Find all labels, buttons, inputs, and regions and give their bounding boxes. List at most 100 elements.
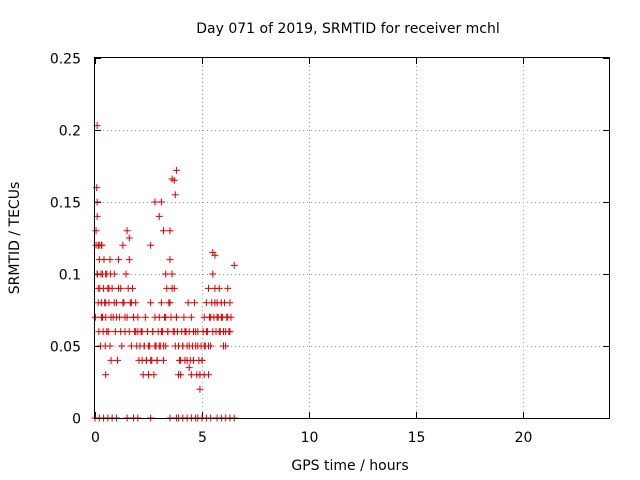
x-tick-label: 10 [301,430,319,446]
data-point [209,328,217,336]
data-point [149,328,157,336]
data-point [170,328,178,336]
y-tick-label: 0.25 [50,52,81,68]
data-point [224,313,232,321]
data-point [128,284,136,292]
data-point [127,299,135,307]
data-point [160,342,168,350]
data-point [230,261,238,269]
data-point [123,227,131,235]
data-point [97,313,105,321]
y-tick-labels: 0 0.05 0.1 0.15 0.2 0.25 [50,52,81,428]
data-point [102,371,110,379]
data-point [160,356,168,364]
data-point [222,342,230,350]
data-point [192,328,200,336]
data-point [226,328,234,336]
data-point [110,270,118,278]
data-point [106,342,114,350]
data-point [153,356,161,364]
data-point [187,371,195,379]
x-tick-label: 15 [408,430,426,446]
data-point [181,328,189,336]
data-point [107,356,115,364]
data-point [194,342,202,350]
data-point [205,342,213,350]
data-point [157,328,165,336]
data-point [215,284,223,292]
data-point [157,299,165,307]
data-point [102,270,110,278]
data-point [155,212,163,220]
y-tick-label: 0.05 [50,340,81,356]
data-point [118,342,126,350]
data-point [160,227,168,235]
data-point [121,313,129,321]
data-point [168,270,176,278]
chart-title: Day 071 of 2019, SRMTID for receiver mch… [196,21,500,37]
grid-lines [95,58,609,418]
data-point [166,299,174,307]
data-point [92,227,100,235]
data-point [147,299,155,307]
data-point [177,356,185,364]
data-point [168,284,176,292]
axis-ticks [95,58,609,419]
y-tick-label: 0.15 [50,196,81,212]
x-axis-label: GPS time / hours [291,458,408,474]
data-point [190,356,198,364]
data-point [171,191,179,199]
x-tick-label: 5 [198,430,207,446]
data-point [105,284,113,292]
data-point [207,313,215,321]
data-point [179,342,187,350]
data-point [166,227,174,235]
data-point [185,342,193,350]
data-point [141,313,149,321]
data-point [166,256,174,264]
data-point [196,385,204,393]
data-point [170,176,178,184]
y-tick-label: 0 [72,412,81,428]
data-point [224,284,232,292]
data-point [134,313,142,321]
data-point [187,313,195,321]
data-point [198,356,206,364]
data-point [172,313,180,321]
data-point [162,313,170,321]
data-point [125,234,133,242]
data-point [94,241,102,249]
data-point [172,166,180,174]
data-point [91,313,99,321]
data-point [100,256,108,264]
data-point [217,313,225,321]
data-point [183,356,191,364]
data-point [162,270,170,278]
data-point [117,328,125,336]
y-tick-label: 0.2 [59,124,81,140]
data-point [157,198,165,206]
data-point [115,256,123,264]
data-point [113,356,121,364]
data-point [119,241,127,249]
data-point [115,284,123,292]
data-point [185,364,193,372]
data-point [125,328,133,336]
data-point [138,328,146,336]
data-point [151,198,159,206]
y-tick-label: 0.1 [59,268,81,284]
data-point [164,328,172,336]
data-point [112,313,120,321]
data-point [102,299,110,307]
data-point [147,241,155,249]
x-tick-labels: 0 5 10 15 20 [91,430,532,446]
data-point [145,371,153,379]
data-point [226,299,234,307]
data-point [147,356,155,364]
data-point [132,328,140,336]
data-point [103,328,111,336]
data-point [191,299,199,307]
data-point [145,342,153,350]
data-point [94,284,102,292]
